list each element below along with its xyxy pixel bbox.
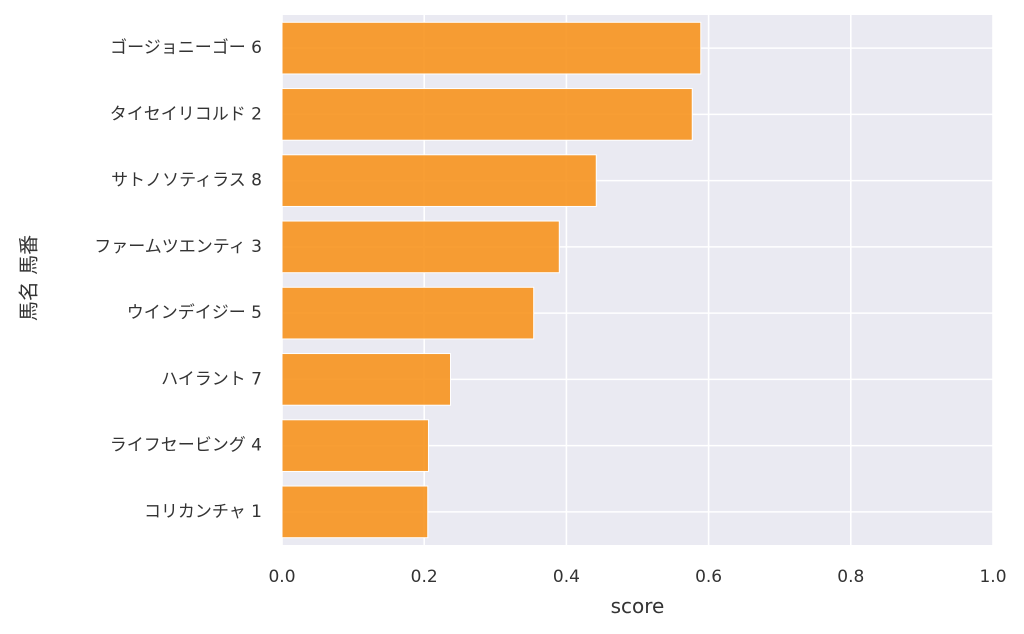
y-tick-labels: ゴージョニーゴー 6 タイセイリコルド 2 サトノソティラス 8 ファームツエンティ … [94, 37, 262, 522]
y-axis-title: 馬名 馬番 [17, 235, 41, 321]
y-tick-label: コリカンチャ 1 [144, 502, 262, 522]
y-tick-label: ライフセービング 4 [110, 436, 262, 456]
y-tick-label: サトノソティラス 8 [111, 171, 262, 191]
y-tick-label: ウインデイジー 5 [127, 302, 262, 323]
bar [281, 286, 535, 340]
bar [281, 154, 597, 207]
bar [281, 21, 702, 75]
y-tick-label: ハイラント 7 [161, 369, 262, 389]
x-tick-label: 1.0 [979, 567, 1006, 587]
y-tick-label: ゴージョニーゴー 6 [110, 37, 262, 58]
x-tick-label: 0.6 [695, 567, 722, 587]
y-tick-label: タイセイリコルド 2 [110, 104, 262, 124]
bar [281, 419, 429, 472]
x-tick-label: 0.4 [553, 567, 580, 587]
bar [281, 220, 560, 274]
x-tick-label: 0.0 [268, 567, 295, 587]
x-axis-title: score [611, 594, 665, 618]
x-tick-label: 0.8 [837, 567, 864, 587]
bar [281, 88, 693, 141]
x-tick-labels: 0.0 0.2 0.4 0.6 0.8 1.0 [268, 567, 1006, 587]
y-tick-label: ファームツエンティ 3 [94, 237, 262, 257]
bar [281, 485, 429, 539]
bar [281, 353, 452, 406]
x-tick-label: 0.2 [411, 567, 438, 587]
bars [281, 21, 702, 539]
